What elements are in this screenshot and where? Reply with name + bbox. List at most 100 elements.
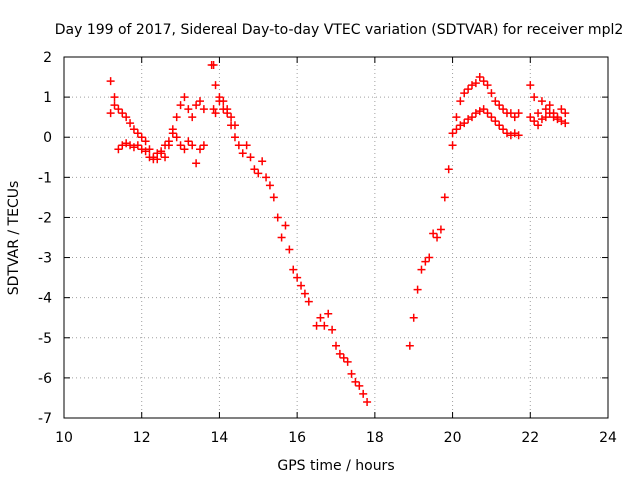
data-point [242, 141, 251, 150]
data-point [230, 121, 239, 130]
data-point [468, 81, 476, 90]
data-point [506, 109, 515, 118]
data-point [530, 117, 539, 126]
y-tick-label: -7 [38, 411, 52, 427]
data-point [211, 109, 220, 118]
data-point [199, 141, 208, 150]
data-point [106, 77, 115, 86]
data-point [223, 105, 232, 114]
data-point [246, 153, 255, 162]
data-point [114, 105, 123, 114]
data-point [499, 105, 508, 114]
x-tick-label: 14 [211, 430, 229, 446]
data-point [343, 357, 352, 366]
data-point [328, 325, 337, 334]
data-point [491, 117, 500, 126]
y-axis-label: SDTVAR / TECUs [6, 181, 22, 296]
data-point [526, 113, 535, 122]
data-point [460, 119, 469, 128]
data-point [514, 109, 523, 118]
y-tick-label: -3 [38, 251, 52, 267]
data-point [258, 157, 267, 166]
data-point [471, 79, 480, 88]
data-point [141, 147, 150, 156]
x-tick-label: 24 [599, 430, 617, 446]
data-point [188, 141, 197, 150]
data-series [526, 109, 570, 130]
data-point [126, 119, 135, 128]
data-point [269, 193, 278, 202]
data-point [456, 97, 465, 106]
x-tick-label: 12 [133, 430, 151, 446]
data-point [557, 105, 566, 114]
data-series [209, 93, 239, 130]
x-tick-label: 20 [444, 430, 462, 446]
x-tick-label: 18 [366, 430, 384, 446]
data-point [250, 165, 259, 174]
data-point [262, 173, 271, 182]
data-point [433, 233, 442, 242]
x-tick-label: 16 [288, 430, 306, 446]
data-point [561, 119, 570, 128]
data-point [168, 129, 177, 138]
data-point [545, 109, 554, 118]
data-point [312, 321, 321, 330]
data-point [324, 309, 333, 318]
data-point [456, 121, 465, 130]
data-point [487, 113, 496, 122]
data-point [289, 265, 298, 274]
data-point [199, 105, 208, 114]
data-point [215, 93, 224, 102]
data-point [545, 101, 554, 110]
data-point [184, 137, 193, 146]
y-tick-label: 2 [43, 50, 52, 66]
y-tick-label: -5 [38, 331, 52, 347]
data-point [460, 89, 469, 98]
data-point [464, 115, 473, 124]
data-point [137, 133, 146, 142]
data-point [137, 145, 146, 154]
data-point [219, 97, 228, 106]
data-point [316, 313, 325, 322]
data-point [157, 147, 166, 156]
data-point [211, 81, 220, 90]
data-point [452, 113, 461, 122]
data-point [475, 107, 484, 116]
plot-frame [63, 56, 609, 419]
data-point [409, 313, 418, 322]
data-point [436, 225, 445, 234]
data-point [537, 115, 546, 124]
data-series [526, 81, 570, 122]
data-point [417, 265, 426, 274]
data-series [312, 309, 372, 406]
data-point [234, 141, 243, 150]
data-point [452, 125, 461, 134]
data-point [188, 113, 197, 122]
y-tick-label: 1 [43, 90, 52, 106]
data-point [196, 145, 204, 154]
data-point [335, 349, 344, 358]
data-point [405, 341, 414, 350]
data-markers [106, 61, 570, 406]
chart-title: Day 199 of 2017, Sidereal Day-to-day VTE… [55, 22, 624, 38]
data-point [141, 137, 150, 146]
data-point [110, 101, 119, 110]
data-point [164, 141, 173, 150]
data-point [304, 297, 313, 306]
data-point [129, 143, 138, 152]
data-point [351, 377, 360, 386]
data-point [502, 129, 511, 138]
data-point [265, 181, 274, 190]
data-point [421, 257, 430, 266]
data-point [176, 141, 185, 150]
data-point [285, 245, 294, 254]
data-point [129, 125, 138, 134]
data-point [192, 101, 201, 110]
data-point [172, 113, 181, 122]
data-point [149, 155, 158, 164]
data-point [273, 213, 282, 222]
x-tick-label: 10 [55, 430, 73, 446]
data-point [514, 131, 523, 140]
data-point [483, 109, 492, 118]
